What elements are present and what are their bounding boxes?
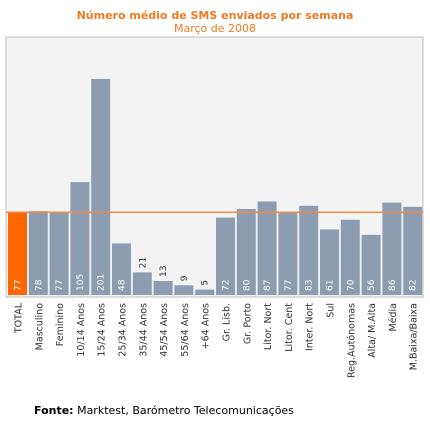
value-label-19: 82 (409, 280, 419, 291)
chart-title: Número médio de SMS enviados por semana (76, 9, 354, 22)
category-label-11: Gr. Porto (242, 303, 253, 344)
category-label-10: Gr. Lisb. (222, 303, 233, 341)
bar-7 (153, 281, 173, 295)
category-label-4: 15/24 Anos (97, 303, 108, 357)
value-label-0: 77 (14, 280, 24, 291)
bar-15 (320, 229, 339, 295)
category-label-5: 25/34 Anos (118, 303, 129, 357)
value-label-14: 83 (305, 280, 315, 291)
value-label-16: 70 (346, 279, 356, 291)
value-label-8: 9 (180, 275, 190, 281)
bar-4 (91, 78, 111, 296)
category-label-1: Masculino (34, 303, 45, 351)
bar-chart: 77 78 77 105 201 48 21 13 9 5 72 80 87 77 83 61 70 56 86 82… (5, 36, 424, 378)
category-label-0: TOTAL (14, 302, 25, 334)
bar-17 (361, 234, 381, 295)
bar-2 (49, 212, 69, 295)
bar-6 (132, 272, 152, 295)
bar-13 (278, 212, 298, 295)
category-label-16: Reg.Autónomas (346, 303, 357, 378)
category-label-13: Litor. Cent (284, 303, 295, 352)
bar-1 (28, 211, 48, 295)
category-label-8: 55/64 Anos (180, 303, 191, 357)
chart-subtitle: Março de 2008 (173, 22, 257, 35)
bar-11 (236, 209, 256, 295)
value-label-1: 78 (34, 279, 44, 291)
category-label-18: Média (388, 303, 399, 332)
bar-10 (216, 217, 235, 295)
value-label-13: 77 (284, 280, 294, 291)
category-label-17: Alta/ M.Alta (367, 303, 378, 358)
bar-14 (299, 205, 319, 295)
category-label-19: M.Baixa/Baixa (409, 303, 420, 370)
value-label-2: 77 (55, 280, 65, 291)
category-label-7: 45/54 Anos (159, 303, 170, 357)
bar-12 (257, 201, 277, 295)
category-labels: TOTAL Masculino Feminino 10/14 Anos 15/24 An… (14, 302, 420, 378)
value-label-17: 56 (367, 279, 377, 291)
category-label-2: Feminino (55, 303, 66, 346)
bar-8 (174, 285, 194, 295)
bar-18 (382, 202, 402, 295)
value-label-7: 13 (159, 266, 169, 277)
source-note: Fonte: Marktest, Barómetro Telecomunicaç… (34, 404, 294, 417)
value-label-12: 87 (263, 280, 273, 291)
value-label-9: 5 (201, 280, 211, 286)
value-label-5: 48 (118, 279, 128, 291)
value-labels: 77 78 77 105 201 48 21 13 9 5 72 80 87 77 83 61 70 56 86 82 (14, 257, 419, 291)
value-label-10: 72 (222, 280, 232, 291)
bars (8, 78, 423, 296)
bar-16 (340, 219, 360, 296)
bar-5 (112, 243, 131, 295)
value-label-11: 80 (242, 279, 252, 291)
source-text: Marktest, Barómetro Telecomunicações (73, 404, 294, 417)
category-label-15: Sul (326, 303, 337, 318)
source-label: Fonte: (34, 404, 74, 417)
value-label-3: 105 (76, 274, 86, 291)
bar-3 (70, 182, 90, 295)
bar-9 (195, 289, 215, 295)
value-label-18: 86 (388, 279, 398, 291)
category-label-12: Litor. Nort (263, 303, 274, 350)
bar-0 (8, 212, 27, 295)
value-label-4: 201 (97, 274, 107, 291)
category-label-14: Inter. Nort (305, 303, 316, 351)
category-label-9: +64 Anos (201, 303, 212, 349)
bar-19 (403, 206, 423, 295)
value-label-15: 61 (326, 280, 336, 291)
category-label-3: 10/14 Anos (76, 303, 87, 357)
category-label-6: 35/44 Anos (138, 303, 149, 357)
value-label-6: 21 (138, 257, 148, 268)
